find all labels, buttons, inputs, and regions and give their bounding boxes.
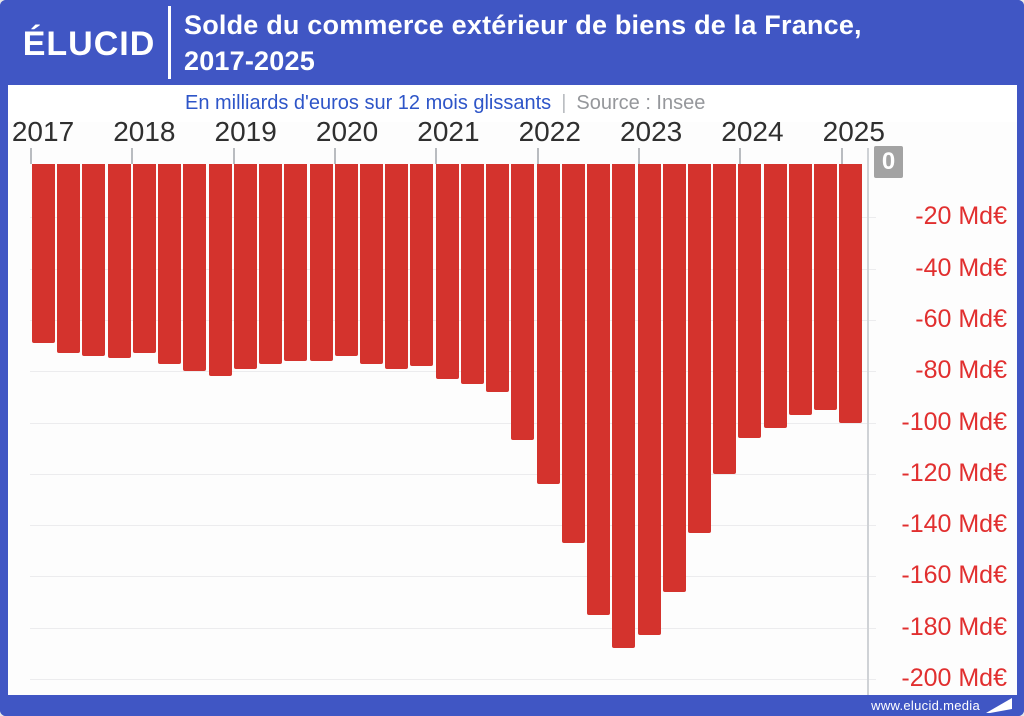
bar [662,164,686,592]
gridline [30,473,876,475]
year-label: 2019 [214,116,277,147]
header: ÉLUCID Solde du commerce extérieur de bi… [0,0,1024,85]
year-label: 2018 [113,116,176,147]
bar [359,164,383,364]
bar [309,164,333,361]
bar [637,164,661,636]
gridline [30,576,876,578]
y-axis-label: -20 Md€ [915,202,1007,231]
year-label: 2020 [315,116,379,147]
bar [132,164,156,354]
frame-left-edge [0,85,8,695]
bar [612,164,636,649]
gridline [30,627,876,629]
bar [511,164,535,441]
footer-url: www.elucid.media [871,698,980,713]
bar [183,164,207,372]
bar [233,164,257,369]
source-label: Source : Insee [576,92,706,114]
bar [763,164,787,428]
bar [738,164,762,438]
y-axis-label: -200 Md€ [901,664,1007,692]
bar [788,164,812,415]
bar [713,164,737,474]
gridline [30,525,876,527]
bar [107,164,131,359]
header-divider [168,6,171,79]
year-label: 2017 [11,116,75,147]
bar [32,164,55,343]
bar [435,164,459,379]
subtitle-separator: | [561,92,567,114]
bar [208,164,232,377]
bar [410,164,434,367]
y-axis-label: -40 Md€ [915,253,1007,282]
y-axis-label: -100 Md€ [901,407,1007,436]
chart-area: 2017 2018 2019 2020 2021 2022 2023 2024 2025 0 -20… [8,116,1017,695]
page-title-line1: Solde du commerce extérieur de biens de … [184,10,862,40]
bar [814,164,838,410]
footer: www.elucid.media [0,695,1024,716]
year-tick [232,148,235,164]
zero-label: 0 [874,146,903,178]
elucid-pennant-icon [986,698,1012,713]
y-axis-label: -180 Md€ [901,612,1007,641]
y-axis-label: -160 Md€ [901,561,1007,590]
bar [158,164,182,364]
year-tick [840,148,843,164]
bar [57,164,81,354]
y-axis-line [867,148,869,695]
frame-right-edge [1017,85,1024,695]
gridline [30,422,876,424]
bar [284,164,308,361]
subtitle-band: En milliards d'euros sur 12 mois glissan… [8,85,1017,122]
bar [561,164,585,544]
gridline [30,679,876,680]
year-label: 2023 [619,116,683,147]
elucid-logo: ÉLUCID [22,24,156,63]
y-axis-label: -60 Md€ [915,304,1007,333]
bar [460,164,484,385]
year-tick [739,148,742,164]
bar [536,164,560,485]
bar [839,164,863,423]
year-label: 2021 [417,116,480,147]
bar [486,164,510,392]
chart-subtitle: En milliards d'euros sur 12 mois glissan… [185,92,552,114]
y-axis-label: -140 Md€ [901,510,1007,539]
bar [259,164,283,364]
year-tick [638,148,641,164]
y-axis-label: -120 Md€ [901,458,1007,487]
year-tick [435,148,438,164]
bar [587,164,611,615]
year-label: 2024 [721,116,784,147]
year-tick [334,148,337,164]
year-label: 2022 [518,116,581,147]
bar [82,164,106,356]
bar [385,164,409,369]
year-label: 2025 [822,116,885,147]
bar [687,164,711,533]
title-block: Solde du commerce extérieur de biens de … [184,7,1014,79]
y-axis-label: -80 Md€ [915,356,1007,385]
year-tick [30,148,32,164]
bar [334,164,358,356]
year-tick [536,148,539,164]
page-title-line2: 2017-2025 [184,46,315,76]
year-tick [131,148,134,164]
